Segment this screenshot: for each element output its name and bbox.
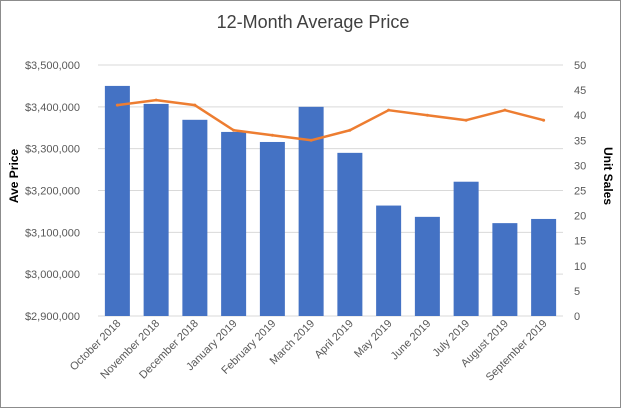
line-point [309,138,313,142]
right-tick-label: 50 [574,60,586,72]
bar [104,85,130,317]
bar [259,141,285,316]
left-tick-label: $3,200,000 [25,186,80,198]
right-tick-label: 25 [574,186,586,198]
bar [143,103,169,316]
right-tick-label: 5 [574,286,580,298]
line-point [425,113,429,117]
right-tick-label: 30 [574,160,586,172]
bar-series [104,85,557,317]
x-tick-label: June 2019 [389,318,434,363]
bar [182,119,208,316]
bar [414,216,440,316]
bar [337,152,363,316]
left-tick-label: $3,500,000 [25,60,80,72]
x-tick-label: April 2019 [312,318,356,362]
right-tick-label: 20 [574,211,586,223]
right-tick-label: 40 [574,110,586,122]
left-axis-ticks: $2,900,000 $3,000,000 $3,100,000 $3,200,000… [25,60,80,323]
bar [492,223,518,316]
chart-title: 12-Month Average Price [217,12,410,32]
line-point [270,133,274,137]
right-tick-label: 0 [574,311,580,323]
line-point [542,118,546,122]
right-tick-label: 45 [574,85,586,97]
bar [376,205,402,316]
left-tick-label: $3,400,000 [25,102,80,114]
bar [531,218,557,316]
left-tick-label: $3,300,000 [25,144,80,156]
left-tick-label: $3,100,000 [25,227,80,239]
left-tick-label: $3,000,000 [25,269,80,281]
right-axis-ticks: 0 5 10 15 20 25 30 35 40 45 50 [574,60,586,323]
line-point [154,98,158,102]
line-point [193,103,197,107]
left-axis-title: Ave Price [7,149,21,204]
bar [453,181,479,316]
left-tick-label: $2,900,000 [25,311,80,323]
unit-sales-line [117,98,544,142]
line-point [348,128,352,132]
right-tick-label: 35 [574,135,586,147]
line-point [503,108,507,112]
line-point [232,128,236,132]
line-point [115,103,119,107]
right-tick-label: 10 [574,261,586,273]
line-point [387,108,391,112]
right-tick-label: 15 [574,236,586,248]
bar [221,131,247,316]
line-series [115,98,546,142]
line-point [464,118,468,122]
gridlines [98,64,563,317]
right-axis-title: Unit Sales [601,147,615,205]
